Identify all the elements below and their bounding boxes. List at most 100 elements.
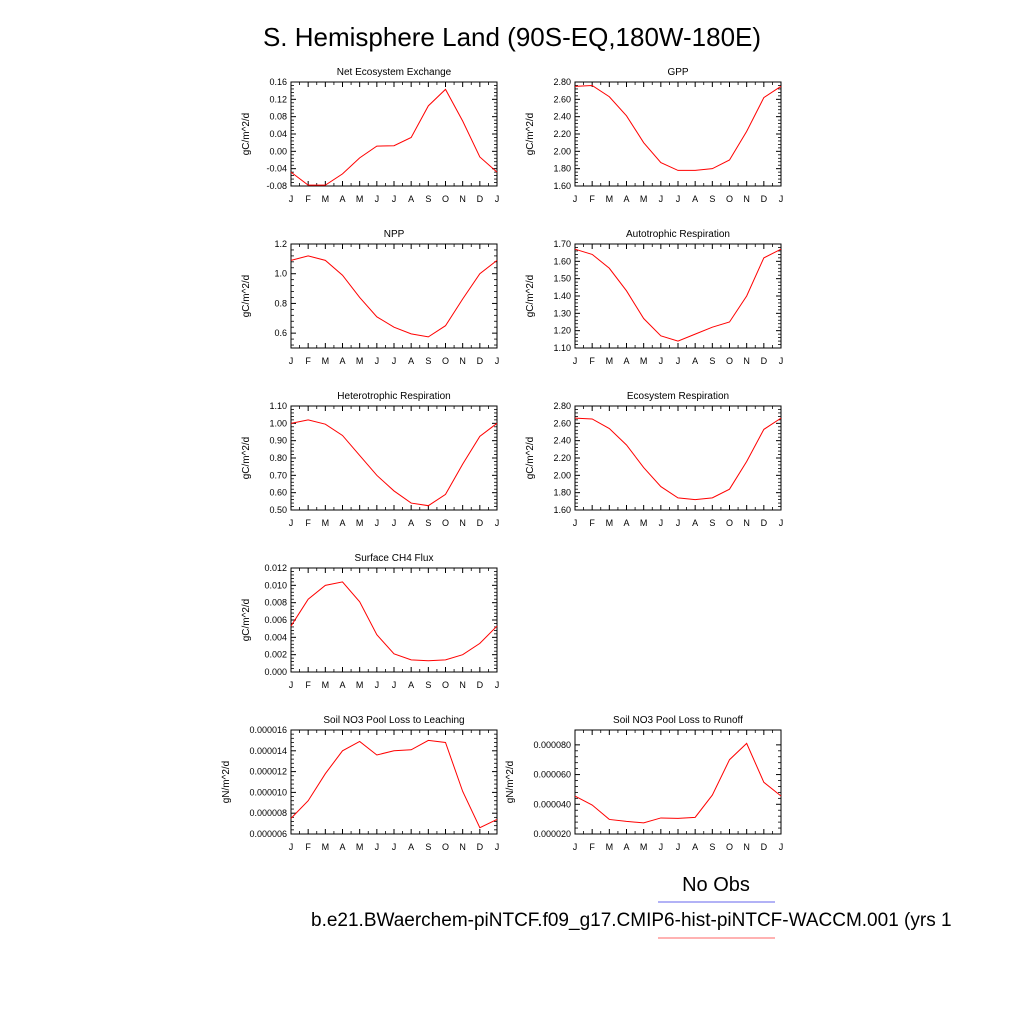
x-tick-label: D	[477, 194, 484, 204]
y-tick-label: -0.04	[266, 164, 287, 174]
x-tick-label: S	[709, 518, 715, 528]
x-tick-label: A	[408, 842, 414, 852]
y-tick-label: 1.50	[553, 274, 571, 284]
y-tick-label: 0.12	[269, 94, 287, 104]
x-tick-label: S	[425, 194, 431, 204]
panel-title: GPP	[667, 67, 688, 78]
y-tick-label: 1.80	[553, 164, 571, 174]
x-tick-label: J	[659, 356, 664, 366]
y-tick-label: 0.012	[264, 563, 287, 573]
x-tick-label: A	[339, 518, 345, 528]
x-tick-label: M	[606, 194, 614, 204]
series-line	[290, 739, 498, 829]
x-tick-label: J	[573, 518, 578, 528]
y-tick-label: 0.000080	[533, 740, 571, 750]
x-tick-label: M	[606, 518, 614, 528]
x-tick-label: J	[495, 680, 500, 690]
y-tick-label: 1.60	[553, 256, 571, 266]
y-axis-label: gC/m^2/d	[525, 113, 536, 156]
x-tick-label: M	[322, 680, 330, 690]
y-tick-label: 0.000006	[249, 829, 287, 839]
y-axis-label: gN/m^2/d	[505, 761, 516, 804]
plot-frame	[574, 243, 782, 349]
x-tick-label: J	[289, 842, 294, 852]
x-tick-label: A	[623, 518, 629, 528]
x-tick-label: J	[289, 680, 294, 690]
x-tick-label: A	[623, 356, 629, 366]
x-tick-label: J	[779, 194, 784, 204]
x-tick-label: N	[743, 842, 750, 852]
y-tick-label: 1.2	[274, 239, 287, 249]
x-tick-label: S	[425, 518, 431, 528]
y-tick-label: 1.0	[274, 269, 287, 279]
y-tick-label: 0.70	[269, 470, 287, 480]
x-tick-label: J	[779, 356, 784, 366]
x-tick-label: S	[425, 356, 431, 366]
x-tick-label: F	[305, 194, 311, 204]
x-tick-label: J	[289, 356, 294, 366]
plot-frame	[574, 405, 782, 511]
y-tick-label: 2.00	[553, 470, 571, 480]
x-tick-label: S	[425, 842, 431, 852]
x-tick-label: M	[356, 194, 364, 204]
x-tick-label: M	[322, 842, 330, 852]
y-tick-label: 0.8	[274, 298, 287, 308]
x-tick-label: M	[356, 518, 364, 528]
x-tick-label: J	[375, 356, 380, 366]
x-tick-label: M	[640, 356, 648, 366]
x-tick-label: O	[442, 356, 449, 366]
y-tick-label: 0.000008	[249, 808, 287, 818]
x-tick-label: O	[442, 518, 449, 528]
y-tick-label: 0.90	[269, 436, 287, 446]
x-tick-label: J	[392, 842, 397, 852]
x-tick-label: O	[726, 518, 733, 528]
series-line	[290, 88, 498, 186]
x-tick-label: J	[392, 680, 397, 690]
x-tick-label: M	[356, 842, 364, 852]
y-tick-label: 0.000060	[533, 770, 571, 780]
x-tick-label: S	[709, 842, 715, 852]
y-tick-label: 0.000010	[249, 787, 287, 797]
x-tick-label: O	[442, 680, 449, 690]
y-tick-label: 1.30	[553, 308, 571, 318]
y-axis-label: gC/m^2/d	[241, 113, 252, 156]
x-tick-label: A	[339, 356, 345, 366]
y-tick-label: 2.40	[553, 112, 571, 122]
plot-frame	[290, 729, 498, 835]
plot-frame	[290, 567, 498, 673]
x-tick-label: M	[356, 356, 364, 366]
x-tick-label: F	[305, 680, 311, 690]
x-tick-label: M	[606, 356, 614, 366]
x-tick-label: M	[322, 518, 330, 528]
y-axis-label: gC/m^2/d	[241, 437, 252, 480]
y-tick-label: 0.000	[264, 667, 287, 677]
x-tick-label: J	[573, 842, 578, 852]
x-tick-label: D	[761, 842, 768, 852]
y-tick-label: 0.006	[264, 615, 287, 625]
y-tick-label: 0.010	[264, 580, 287, 590]
panel-title: Net Ecosystem Exchange	[337, 67, 452, 78]
panel-title: NPP	[384, 229, 405, 240]
series-line	[290, 419, 498, 507]
x-tick-label: J	[392, 356, 397, 366]
x-tick-label: J	[779, 518, 784, 528]
x-tick-label: N	[459, 518, 466, 528]
x-tick-label: D	[761, 194, 768, 204]
y-tick-label: 1.20	[553, 326, 571, 336]
y-tick-label: 1.60	[553, 181, 571, 191]
x-tick-label: J	[676, 194, 681, 204]
x-tick-label: J	[495, 518, 500, 528]
panel-title: Surface CH4 Flux	[355, 553, 434, 564]
x-tick-label: N	[743, 194, 750, 204]
x-tick-label: J	[392, 194, 397, 204]
x-tick-label: M	[322, 194, 330, 204]
y-tick-label: 2.60	[553, 94, 571, 104]
x-tick-label: F	[589, 356, 595, 366]
x-tick-label: N	[459, 356, 466, 366]
